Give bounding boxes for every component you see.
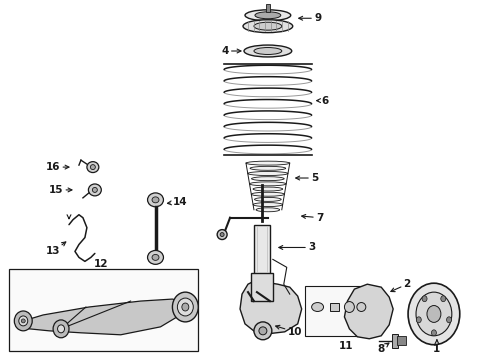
Ellipse shape — [253, 203, 283, 207]
Ellipse shape — [427, 306, 441, 323]
Ellipse shape — [245, 10, 291, 21]
Text: 8: 8 — [378, 343, 389, 354]
Ellipse shape — [254, 322, 272, 340]
Ellipse shape — [220, 233, 224, 237]
Bar — [305, 286, 376, 336]
Ellipse shape — [408, 283, 460, 345]
Ellipse shape — [256, 208, 280, 212]
Polygon shape — [344, 284, 393, 339]
Bar — [396, 336, 406, 345]
Ellipse shape — [172, 292, 198, 322]
Text: 6: 6 — [317, 96, 328, 105]
Ellipse shape — [248, 171, 288, 175]
Text: 3: 3 — [279, 243, 315, 252]
Ellipse shape — [21, 319, 25, 323]
Text: 2: 2 — [391, 279, 411, 292]
Ellipse shape — [312, 302, 323, 311]
Ellipse shape — [249, 182, 286, 186]
Text: 15: 15 — [49, 185, 72, 195]
Text: 9: 9 — [299, 13, 321, 23]
Text: 14: 14 — [168, 197, 188, 207]
Polygon shape — [240, 282, 302, 334]
Ellipse shape — [19, 316, 28, 326]
Ellipse shape — [255, 12, 281, 19]
Ellipse shape — [422, 296, 427, 302]
Ellipse shape — [253, 187, 283, 191]
Ellipse shape — [254, 197, 281, 201]
Text: 12: 12 — [94, 259, 108, 269]
Ellipse shape — [246, 161, 290, 165]
Text: 5: 5 — [296, 173, 318, 183]
Text: 1: 1 — [433, 340, 441, 354]
Text: 11: 11 — [339, 341, 354, 351]
Ellipse shape — [431, 330, 437, 336]
Bar — [392, 334, 398, 348]
Ellipse shape — [87, 162, 99, 172]
Ellipse shape — [93, 188, 98, 192]
Ellipse shape — [217, 230, 227, 239]
Ellipse shape — [254, 22, 282, 30]
Bar — [9, 269, 198, 351]
Ellipse shape — [416, 317, 421, 323]
Bar — [266, 4, 270, 12]
Bar — [329, 303, 340, 311]
Ellipse shape — [182, 303, 189, 311]
Ellipse shape — [244, 45, 292, 57]
Ellipse shape — [243, 20, 293, 33]
Text: 16: 16 — [46, 162, 69, 172]
Text: 13: 13 — [46, 242, 66, 256]
Ellipse shape — [254, 48, 282, 54]
Ellipse shape — [53, 320, 69, 338]
Ellipse shape — [416, 292, 452, 336]
Bar — [254, 225, 270, 274]
Ellipse shape — [357, 302, 366, 311]
Bar — [251, 273, 273, 301]
Ellipse shape — [441, 296, 446, 302]
Ellipse shape — [259, 327, 267, 335]
Ellipse shape — [57, 325, 65, 333]
Ellipse shape — [88, 184, 101, 196]
Ellipse shape — [446, 317, 452, 323]
Ellipse shape — [152, 197, 159, 203]
Text: 4: 4 — [221, 46, 241, 56]
Polygon shape — [23, 299, 188, 335]
Ellipse shape — [344, 302, 354, 312]
Ellipse shape — [90, 165, 96, 170]
Text: 7: 7 — [302, 213, 323, 223]
Ellipse shape — [14, 311, 32, 331]
Ellipse shape — [152, 255, 159, 260]
Ellipse shape — [147, 251, 164, 264]
Ellipse shape — [147, 193, 164, 207]
Ellipse shape — [177, 298, 193, 316]
Text: 10: 10 — [276, 325, 302, 337]
Ellipse shape — [251, 192, 284, 196]
Ellipse shape — [250, 166, 286, 170]
Ellipse shape — [251, 177, 284, 181]
